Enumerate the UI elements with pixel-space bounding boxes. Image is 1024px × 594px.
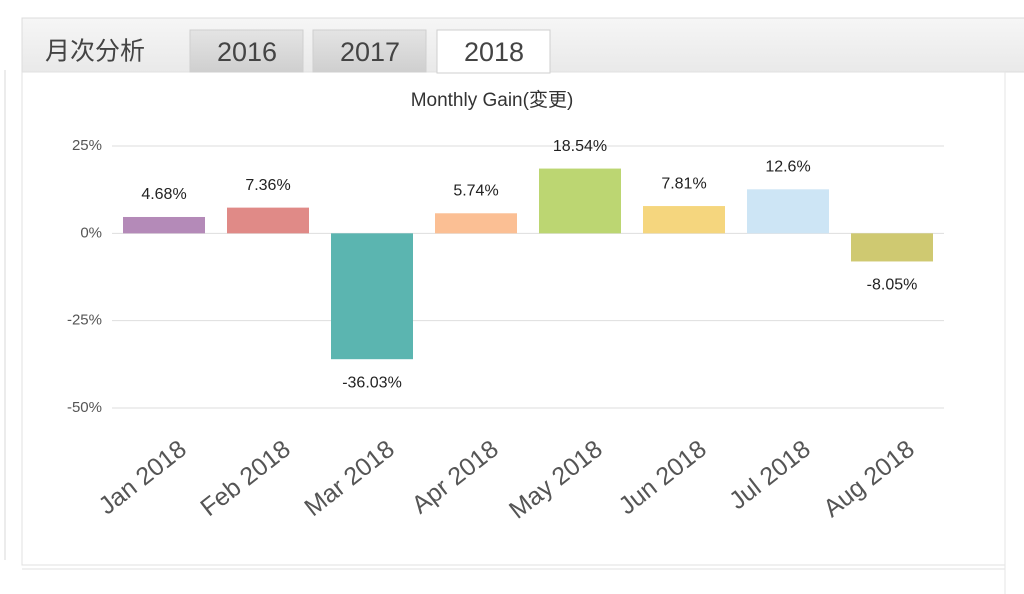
bar [643,206,725,234]
bar [331,233,413,360]
bar [435,213,517,234]
y-tick-label: 25% [72,137,102,154]
bar [123,216,205,234]
tab-label[interactable]: 2017 [340,37,400,67]
tab[interactable] [436,29,551,74]
header-title: 月次分析 [45,38,145,66]
bar [227,207,309,234]
y-tick-label: 0% [80,224,102,241]
chart-title: Monthly Gain(変更) [411,89,574,111]
bar [747,189,829,234]
tab[interactable] [312,29,427,73]
tab[interactable] [189,29,304,73]
bar [851,233,933,262]
y-tick-label: -25% [67,312,102,329]
tab-label[interactable]: 2016 [217,37,277,67]
value-label: 7.36% [245,177,290,194]
tabs: 2016 2017 2018 [189,29,551,74]
value-label: 12.6% [765,159,810,176]
tab-label[interactable]: 2018 [464,37,524,67]
value-label: 18.54% [553,138,607,155]
value-label: -8.05% [867,277,918,294]
value-label: 5.74% [453,183,498,200]
panel [21,71,1006,566]
value-label: 4.68% [141,186,186,203]
bar [539,168,621,234]
value-label: 7.81% [661,175,706,192]
value-label: -36.03% [342,374,402,391]
y-tick-label: -50% [67,399,102,416]
